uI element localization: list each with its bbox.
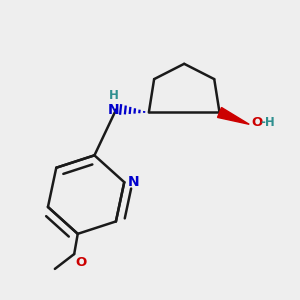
Text: H: H <box>109 89 119 102</box>
Text: N: N <box>128 175 140 189</box>
Text: N: N <box>108 103 120 117</box>
Text: O: O <box>76 256 87 268</box>
Text: -H: -H <box>260 116 275 129</box>
Text: O: O <box>252 116 263 129</box>
Polygon shape <box>218 107 249 124</box>
